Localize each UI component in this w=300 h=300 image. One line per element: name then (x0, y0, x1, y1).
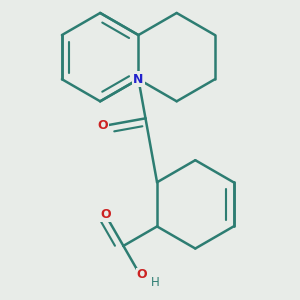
Text: O: O (98, 118, 108, 131)
Text: H: H (151, 276, 160, 290)
Text: O: O (100, 208, 111, 221)
Text: O: O (136, 268, 147, 281)
Text: N: N (133, 73, 144, 86)
